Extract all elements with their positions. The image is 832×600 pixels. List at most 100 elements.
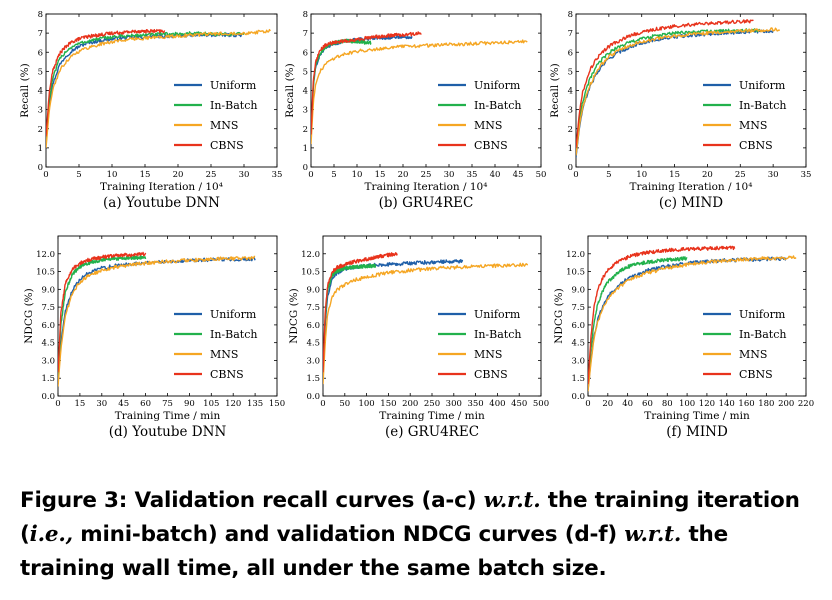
y-tick-label: 12.0: [301, 250, 320, 260]
legend-label: CBNS: [210, 139, 244, 152]
x-axis-label: Training Time / min: [644, 410, 750, 422]
y-tick-label: 6.0: [571, 321, 585, 331]
y-tick-label: 4.5: [41, 339, 55, 349]
series-line-in-batch: [58, 255, 147, 379]
y-tick-label: 2: [303, 125, 308, 135]
x-tick-label: 30: [239, 170, 250, 180]
x-axis-label: Training Iteration / 10⁴: [630, 181, 753, 193]
y-tick-label: 4: [568, 87, 573, 97]
series-line-in-batch: [576, 28, 761, 152]
y-tick-label: 10.5: [301, 268, 320, 278]
series-line-mns: [58, 255, 256, 387]
x-tick-label: 15: [669, 170, 680, 180]
x-tick-label: 5: [331, 170, 336, 180]
x-tick-label: 0: [308, 170, 313, 180]
y-tick-label: 6: [38, 48, 43, 58]
y-tick-label: 1: [568, 144, 573, 154]
x-tick-label: 30: [768, 170, 779, 180]
x-tick-label: 40: [490, 170, 501, 180]
y-tick-label: 3: [38, 106, 43, 116]
y-tick-label: 6.0: [306, 321, 320, 331]
x-tick-label: 80: [662, 399, 673, 409]
x-tick-label: 5: [606, 170, 611, 180]
x-axis-label: Training Iteration / 10⁴: [365, 181, 488, 193]
x-tick-label: 50: [339, 399, 350, 409]
caption-text-2: the training iteration (: [20, 488, 800, 547]
y-tick-label: 10.5: [36, 268, 55, 278]
legend-label: MNS: [739, 119, 767, 132]
x-tick-label: 350: [467, 399, 483, 409]
x-tick-label: 150: [269, 399, 285, 409]
y-axis-label: NDCG (%): [288, 288, 300, 344]
x-tick-label: 0: [573, 170, 578, 180]
y-tick-label: 12.0: [566, 250, 585, 260]
y-tick-label: 7: [568, 29, 573, 39]
y-tick-label: 6: [568, 48, 573, 58]
y-tick-label: 4: [303, 87, 308, 97]
x-tick-label: 60: [642, 399, 653, 409]
subplot-caption: (e) GRU4REC: [385, 424, 479, 440]
y-tick-label: 9.0: [41, 285, 55, 295]
chart-panel-c: 0 5 10 15 20 25 30 35 0 1 2 3 4 5 6 7 8 Training Iteratio…: [549, 10, 811, 211]
caption-ie: i.e.,: [29, 522, 74, 547]
x-tick-label: 50: [536, 170, 547, 180]
x-tick-label: 105: [203, 399, 219, 409]
y-tick-label: 7.5: [571, 303, 585, 313]
y-axis-label: Recall (%): [284, 63, 296, 117]
x-tick-label: 35: [467, 170, 478, 180]
legend-label: MNS: [210, 119, 238, 132]
x-tick-label: 180: [758, 399, 774, 409]
x-tick-label: 25: [206, 170, 217, 180]
y-tick-label: 9.0: [571, 285, 585, 295]
y-tick-label: 7.5: [306, 303, 320, 313]
legend-label: CBNS: [739, 368, 773, 381]
legend-label: In-Batch: [474, 328, 521, 341]
x-tick-label: 500: [533, 399, 549, 409]
chart-panel-f: 0 20 40 60 80 100 120 140 160 180 200 220 0.0 1.5 3.0 4…: [553, 235, 814, 440]
x-tick-label: 20: [602, 399, 613, 409]
y-tick-label: 4.5: [571, 339, 585, 349]
caption-wrt-1: w.r.t.: [483, 488, 541, 513]
y-tick-label: 5: [303, 67, 308, 77]
x-tick-label: 400: [489, 399, 505, 409]
x-tick-label: 0: [43, 170, 48, 180]
x-tick-label: 135: [247, 399, 263, 409]
y-tick-label: 2: [38, 125, 43, 135]
series-line-mns: [323, 262, 529, 385]
y-tick-label: 7: [38, 29, 43, 39]
legend-label: Uniform: [474, 308, 521, 321]
x-tick-label: 10: [352, 170, 363, 180]
x-tick-label: 20: [398, 170, 409, 180]
y-tick-label: 4.5: [306, 339, 320, 349]
x-tick-label: 100: [358, 399, 374, 409]
y-tick-label: 0.0: [306, 392, 320, 402]
legend-label: CBNS: [474, 368, 508, 381]
y-tick-label: 3.0: [41, 356, 55, 366]
subplot-caption: (a) Youtube DNN: [103, 195, 220, 211]
x-axis-label: Training Time / min: [115, 410, 221, 422]
x-tick-label: 120: [225, 399, 241, 409]
legend-label: In-Batch: [210, 99, 257, 112]
series-line-in-batch: [311, 38, 372, 137]
y-tick-label: 3: [568, 106, 573, 116]
caption-wrt-2: w.r.t.: [624, 522, 682, 547]
x-axis-label: Training Iteration / 10⁴: [100, 181, 223, 193]
y-tick-label: 0.0: [571, 392, 585, 402]
x-tick-label: 15: [140, 170, 151, 180]
x-tick-label: 250: [424, 399, 440, 409]
caption-text-4: the training wall time, all under the sa…: [20, 522, 729, 581]
x-tick-label: 0: [320, 399, 325, 409]
y-tick-label: 8: [303, 10, 308, 20]
x-tick-label: 15: [375, 170, 386, 180]
legend-label: Uniform: [210, 79, 257, 92]
y-tick-label: 0: [568, 163, 573, 173]
series-line-cbns: [311, 31, 422, 135]
x-tick-label: 90: [184, 399, 195, 409]
caption-text-3: mini-batch) and validation NDCG curves (…: [72, 522, 625, 547]
y-tick-label: 4: [38, 87, 43, 97]
legend-label: In-Batch: [474, 99, 521, 112]
series-line-cbns: [46, 28, 166, 137]
y-tick-label: 8: [38, 10, 43, 20]
y-tick-label: 8: [568, 10, 573, 20]
